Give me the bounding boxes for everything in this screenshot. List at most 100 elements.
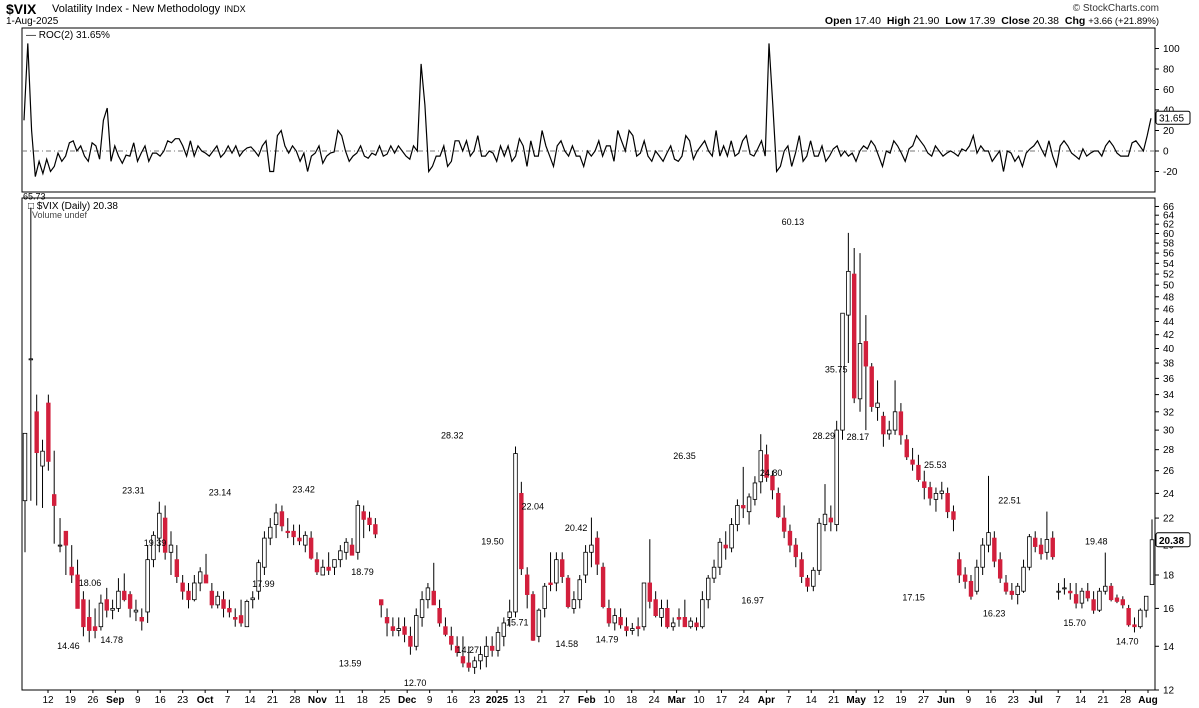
roc-series-line	[23, 43, 1152, 177]
candle	[34, 394, 39, 506]
candle-up	[1079, 590, 1085, 604]
candle-up	[746, 496, 752, 513]
x-tick-label: 27	[918, 695, 930, 706]
x-tick-label: 16	[155, 695, 167, 706]
candle-up	[1027, 536, 1032, 568]
candle-up	[729, 524, 734, 549]
price-ytick-label: 26	[1163, 466, 1175, 477]
candle	[133, 599, 139, 622]
chg-value: +3.66 (+21.89%)	[1088, 16, 1159, 27]
candle	[653, 591, 658, 618]
candle	[1120, 596, 1126, 609]
candle	[606, 599, 612, 627]
x-tick-label: Feb	[578, 695, 596, 706]
x-tick-label: 23	[1008, 695, 1020, 706]
candle	[863, 315, 869, 431]
x-tick-label: 24	[738, 695, 750, 706]
description: Volatility Index - New Methodology INDX	[52, 3, 246, 15]
candle-down	[1114, 597, 1120, 602]
candle-up	[816, 522, 822, 571]
candle-up	[157, 512, 162, 539]
price-annotation: 19.48	[1085, 537, 1108, 547]
candle	[314, 552, 320, 575]
candle-down	[127, 594, 133, 609]
candle-up	[22, 432, 28, 502]
candle-down	[916, 464, 921, 480]
open-label: Open	[824, 15, 852, 27]
candle	[513, 446, 518, 618]
price-annotation: 20.42	[565, 523, 588, 533]
candle	[46, 394, 51, 471]
candle	[303, 531, 308, 553]
candle	[28, 207, 34, 501]
candle-up	[414, 615, 419, 647]
candle-down	[34, 411, 39, 454]
candle	[805, 574, 810, 592]
candle-up	[332, 559, 337, 568]
price-annotation: 15.70	[1063, 618, 1086, 628]
candle	[869, 363, 874, 412]
candle	[595, 531, 600, 575]
candle-up	[28, 358, 34, 361]
candle-down	[46, 402, 51, 462]
candle	[1085, 582, 1090, 602]
candle-up	[495, 632, 501, 651]
candle-down	[1033, 537, 1038, 547]
candle	[157, 501, 162, 553]
candle-up	[1138, 609, 1143, 628]
candle	[717, 538, 723, 575]
candle-down	[1003, 582, 1009, 592]
candle	[1149, 519, 1155, 586]
candle-up	[811, 569, 816, 587]
candle-up	[484, 645, 489, 657]
chart-date: 1-Aug-2025	[6, 16, 59, 27]
candle	[723, 531, 728, 560]
candle	[449, 626, 454, 651]
candle	[384, 608, 390, 637]
candle	[291, 524, 296, 546]
candle	[711, 559, 717, 583]
candle	[1091, 591, 1096, 614]
roc-ytick-label: 20	[1163, 126, 1175, 137]
description-text: Volatility Index - New Methodology	[52, 3, 221, 15]
x-tick-label: 17	[716, 695, 728, 706]
candle-down	[437, 608, 442, 624]
candle	[927, 481, 933, 506]
x-tick-label: 19	[65, 695, 77, 706]
close-label: Close	[1001, 15, 1030, 27]
candle	[244, 599, 250, 628]
candle	[536, 608, 542, 643]
candle	[139, 608, 144, 631]
exchange: INDX	[224, 4, 246, 14]
candle	[600, 562, 606, 609]
candle-up	[974, 566, 980, 592]
candle	[1044, 511, 1050, 560]
candle	[1062, 578, 1067, 595]
x-tick-label: Jun	[937, 695, 955, 706]
candle	[501, 617, 507, 647]
x-tick-label: 28	[1120, 695, 1132, 706]
candle-up	[542, 585, 547, 609]
candle	[746, 493, 752, 525]
chg-label: Chg	[1064, 15, 1086, 27]
price-frame	[21, 197, 1156, 691]
candle-up	[735, 505, 740, 525]
x-tick-label: Aug	[1138, 695, 1157, 706]
candle	[542, 582, 547, 618]
brand-logo: © StockCharts.com	[1072, 3, 1159, 14]
candle	[635, 617, 641, 637]
candle-up	[303, 534, 308, 546]
candle	[162, 505, 168, 560]
roc-last-value: 31.65	[1159, 114, 1184, 125]
price-annotation: 12.70	[404, 678, 427, 688]
candle-down	[203, 574, 209, 584]
candle	[127, 591, 133, 618]
candle-up	[612, 615, 617, 624]
price-ytick-label: 42	[1163, 330, 1175, 341]
candle	[338, 545, 343, 568]
price-annotation: 19.39	[144, 538, 167, 548]
candle	[209, 582, 215, 609]
x-tick-label: 21	[267, 695, 279, 706]
candle	[781, 505, 787, 539]
